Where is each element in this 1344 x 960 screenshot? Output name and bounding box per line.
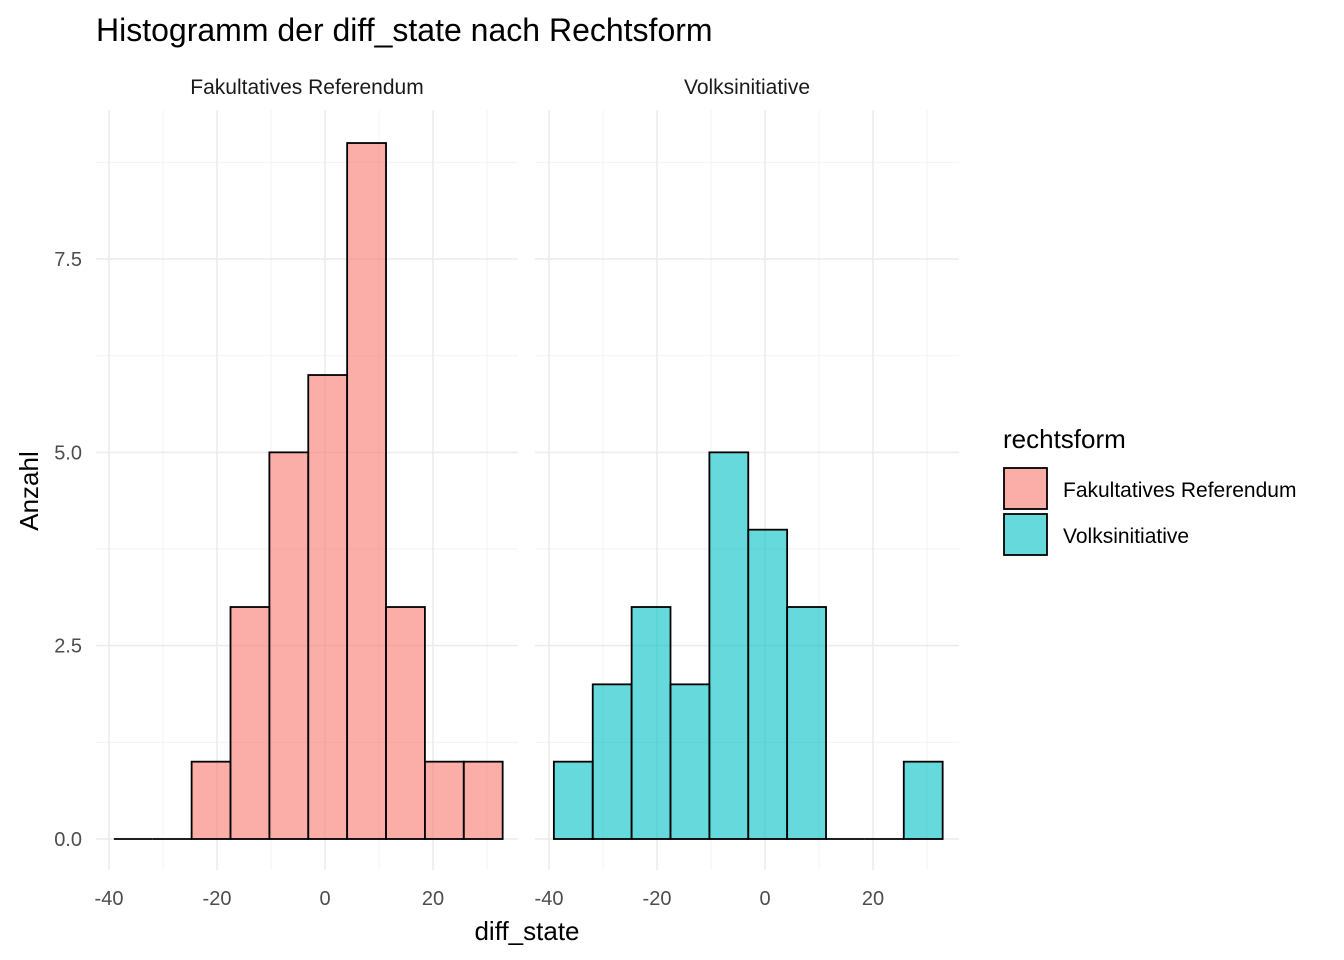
x-tick-label: -20	[203, 888, 232, 910]
legend-label: Volksinitiative	[1063, 525, 1189, 548]
histogram-bar	[786, 606, 827, 840]
x-tick-label: 20	[422, 888, 444, 910]
histogram-bar	[462, 760, 504, 840]
facet-panels: Fakultatives Referendum-40 -20 0 20Volksini…	[54, 76, 959, 910]
legend-key	[1003, 467, 1048, 510]
histogram-bar	[552, 760, 594, 840]
histogram-bar	[423, 760, 465, 840]
histogram-bar	[385, 606, 426, 840]
x-tick-label: -20	[643, 888, 672, 910]
x-tick-label: -40	[95, 888, 124, 910]
x-tick-label: 20	[862, 888, 884, 910]
legend: rechtsform Fakultatives Referendum Volksi…	[1003, 424, 1296, 556]
histogram-bar	[229, 606, 271, 840]
facet-strip-label: Volksinitiative	[684, 76, 810, 99]
legend-key	[1003, 513, 1048, 556]
x-axis-title: diff_state	[474, 916, 579, 946]
x-tick-label: -40	[535, 888, 564, 910]
histogram-bar	[268, 451, 310, 840]
chart-title: Histogramm der diff_state nach Rechtsfor…	[96, 12, 713, 48]
x-tick-label: 0	[319, 888, 330, 910]
legend-label: Fakultatives Referendum	[1063, 479, 1296, 502]
y-tick-label: 5.0	[54, 442, 82, 464]
histogram-bar	[307, 374, 349, 840]
y-tick-label: 0.0	[54, 829, 82, 851]
y-axis-title: Anzahl	[14, 451, 44, 531]
facet-panel: Volksinitiative -40 -20 0 20	[535, 76, 959, 910]
histogram-bar	[346, 142, 387, 840]
histogram-bar	[747, 528, 789, 840]
facet-strip-label: Fakultatives Referendum	[190, 76, 423, 99]
histogram-bar	[591, 683, 633, 840]
y-tick-label: 2.5	[54, 636, 82, 658]
histogram-bar	[669, 683, 711, 840]
histogram-bar	[190, 760, 232, 840]
x-tick-label: 0	[759, 888, 770, 910]
histogram-bar	[630, 606, 672, 840]
facet-panel: Fakultatives Referendum -40 -20 0 20	[95, 76, 518, 910]
y-tick-label: 7.5	[54, 249, 82, 271]
histogram-bar	[708, 451, 750, 840]
legend-title: rechtsform	[1003, 424, 1126, 454]
histogram-bar	[902, 760, 944, 840]
